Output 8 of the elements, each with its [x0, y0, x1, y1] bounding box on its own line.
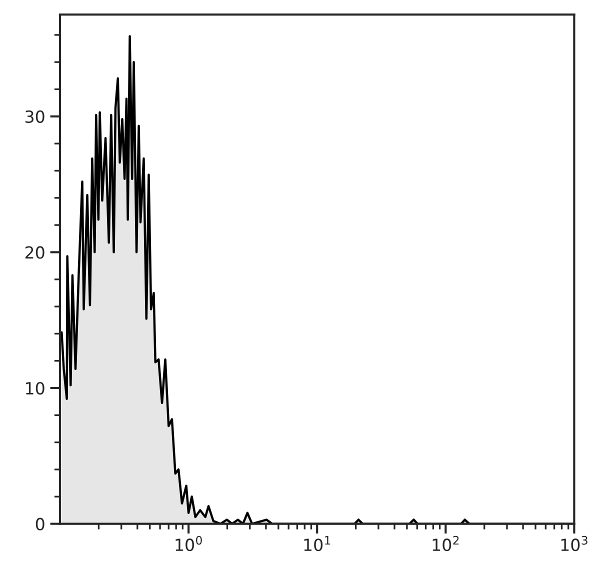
- x-tick-label: 10$^{0}$: [176, 536, 202, 552]
- x-tick-label: 10$^{3}$: [561, 536, 588, 552]
- x-tick-label: 10$^{1}$: [304, 536, 330, 552]
- y-tick-label: 20: [25, 246, 44, 259]
- y-tick-label: 30: [25, 110, 44, 123]
- x-tick-label: 10$^{2}$: [432, 536, 459, 552]
- y-tick-label: 10: [26, 382, 44, 395]
- y-tick-label: 0: [36, 518, 44, 530]
